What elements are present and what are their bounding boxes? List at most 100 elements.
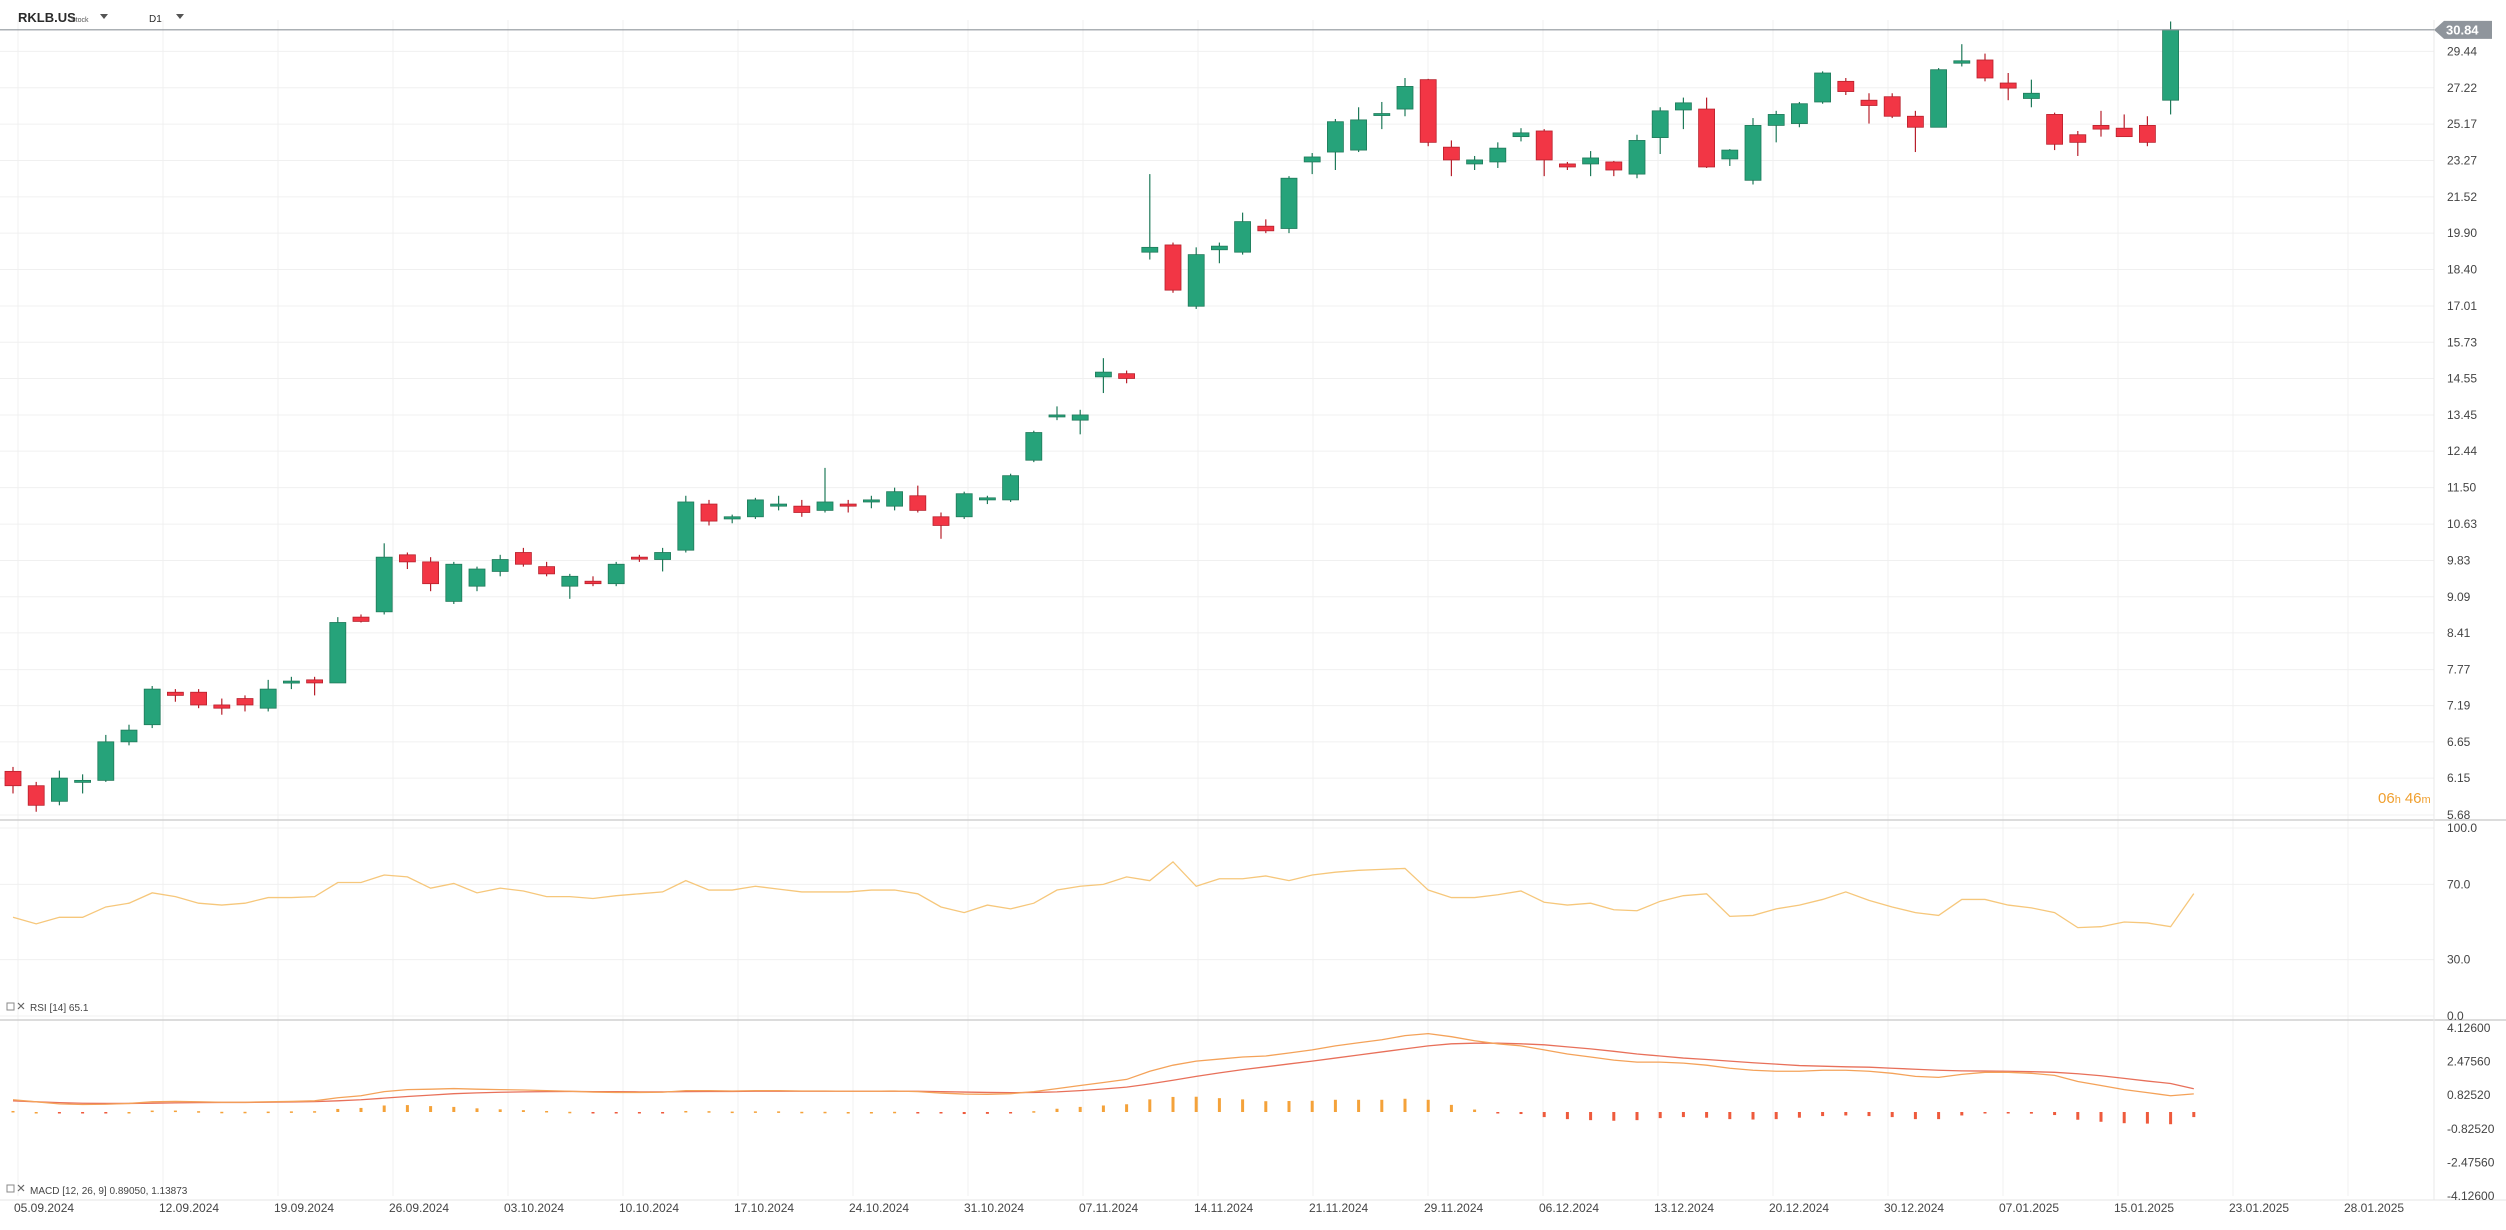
candle-countdown: 06h 46m [2378, 790, 2431, 807]
macd-histogram-bar [104, 1112, 108, 1114]
svg-text:RSI [14] 65.1: RSI [14] 65.1 [30, 1003, 89, 1014]
timeframe-label[interactable]: D1 [149, 14, 162, 25]
macd-histogram-bar [962, 1112, 966, 1115]
time-tick-label: 14.11.2024 [1194, 1201, 1253, 1215]
candle-body [1721, 149, 1739, 160]
candle [166, 689, 184, 702]
candle [1048, 406, 1066, 421]
candle [1605, 160, 1623, 177]
macd-histogram-bar [777, 1111, 781, 1113]
candle-body [747, 499, 764, 518]
candle-body [27, 785, 45, 806]
candle-body [1512, 132, 1530, 138]
macd-histogram-bar [1844, 1112, 1848, 1116]
candle [1767, 110, 1785, 143]
price-tick-label: 6.65 [2447, 735, 2471, 749]
macd-histogram-bar [1635, 1112, 1639, 1121]
candle [306, 676, 324, 696]
symbol-label[interactable]: RKLB.US [18, 10, 76, 25]
candle-body [1907, 115, 1924, 128]
candle-body [1814, 72, 1831, 103]
candle [1512, 128, 1530, 142]
macd-histogram-bar [173, 1110, 177, 1113]
macd-histogram-bar [2029, 1112, 2033, 1114]
candle [1141, 174, 1159, 260]
candle [909, 485, 927, 513]
macd-histogram-bar [1310, 1100, 1314, 1112]
candle [120, 724, 138, 746]
macd-histogram-bar [521, 1110, 525, 1112]
macd-histogram-bar [1009, 1112, 1013, 1114]
candle-body [1025, 432, 1043, 461]
symbol-dropdown-icon[interactable] [100, 14, 108, 19]
candle [1675, 97, 1692, 130]
price-tick-label: 5.68 [2447, 808, 2471, 822]
candle-body [2138, 125, 2156, 143]
candle [1559, 161, 1576, 171]
candle-body [1559, 163, 1576, 168]
macd-histogram-bar [846, 1112, 850, 1114]
macd-histogram-bar [1797, 1112, 1801, 1118]
macd-histogram-bar [2122, 1112, 2126, 1124]
macd-histogram-bar [1078, 1106, 1082, 1112]
time-tick-label: 06.12.2024 [1539, 1201, 1599, 1215]
candle-body [1095, 371, 1112, 378]
macd-settings-icon[interactable] [6, 1184, 15, 1193]
price-tick-label: 10.63 [2447, 517, 2477, 531]
price-tick-label: 14.55 [2447, 371, 2477, 385]
candle [1814, 71, 1831, 104]
candle-body [352, 616, 370, 622]
macd-histogram-bar [916, 1112, 920, 1114]
timeframe-dropdown-icon[interactable] [176, 14, 184, 19]
macd-histogram-bar [81, 1112, 85, 1114]
macd-histogram-bar [1612, 1112, 1616, 1121]
macd-histogram-bar [197, 1111, 201, 1113]
candle-body [1327, 121, 1344, 153]
candle-body [1257, 225, 1275, 232]
macd-histogram-bar [11, 1110, 15, 1113]
time-tick-label: 21.11.2024 [1309, 1201, 1368, 1215]
macd-close-icon[interactable] [17, 1184, 25, 1192]
candle-body [1396, 86, 1414, 110]
price-tick-label: 11.50 [2447, 481, 2476, 495]
macd-histogram-bar [150, 1110, 154, 1113]
candle-body [1628, 140, 1646, 175]
macd-histogram-bar [985, 1112, 989, 1114]
candle-body [886, 491, 903, 507]
time-tick-label: 19.09.2024 [274, 1201, 334, 1215]
time-tick-label: 29.11.2024 [1424, 1201, 1483, 1215]
candle-body [839, 503, 857, 507]
candle [1327, 118, 1344, 171]
candle [1002, 473, 1019, 502]
macd-histogram-bar [1496, 1112, 1500, 1114]
macd-histogram-bar [1032, 1111, 1036, 1113]
candle-body [2069, 134, 2087, 143]
candle [97, 734, 115, 782]
time-tick-label: 28.01.2025 [2344, 1201, 2404, 1215]
macd-histogram-bar [2053, 1112, 2057, 1116]
time-tick-label: 10.10.2024 [619, 1201, 679, 1215]
candle-body [1211, 245, 1228, 251]
macd-histogram-bar [545, 1110, 549, 1113]
candle-body [1164, 244, 1182, 291]
rsi-settings-icon[interactable] [6, 1002, 15, 1011]
candle-body [190, 691, 208, 706]
rsi-close-icon[interactable] [17, 1002, 25, 1010]
macd-histogram-bar [1937, 1112, 1941, 1120]
macd-histogram-bar [57, 1112, 61, 1114]
candle [1280, 176, 1298, 234]
macd-histogram-bar [1171, 1096, 1175, 1112]
time-tick-label: 30.12.2024 [1884, 1201, 1944, 1215]
candle-body [979, 497, 996, 501]
price-tick-label: 29.44 [2447, 44, 2477, 58]
macd-series [11, 1032, 2196, 1125]
macd-histogram-bar [1264, 1101, 1268, 1112]
candle [27, 781, 45, 812]
macd-histogram-bar [893, 1111, 897, 1114]
candle [1187, 247, 1205, 309]
macd-histogram-bar [1380, 1099, 1384, 1112]
candle [1466, 155, 1483, 171]
macd-histogram-bar [568, 1111, 572, 1114]
